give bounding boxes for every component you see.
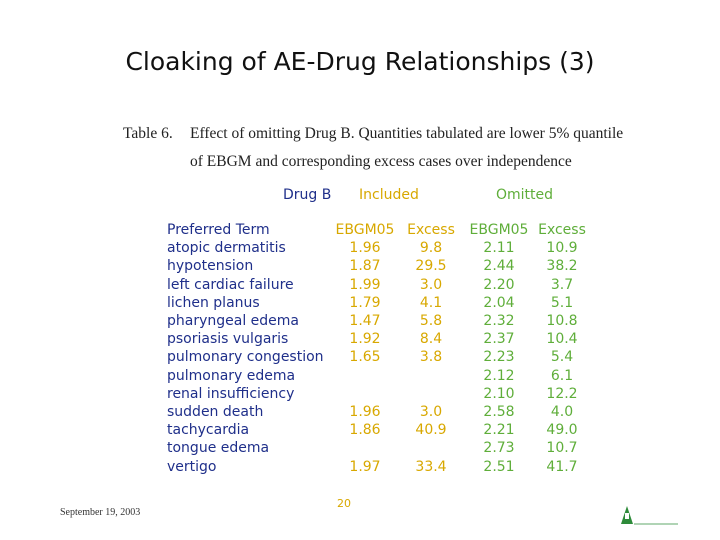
cell-term: tongue edema — [167, 440, 270, 457]
cell-term: vertigo — [167, 458, 217, 475]
cell-included-ebgm05: 1.99 — [349, 276, 381, 293]
cell-included-excess: 4.1 — [419, 294, 443, 311]
cell-omitted-excess: 12.2 — [546, 385, 578, 402]
slide-title: Cloaking of AE-Drug Relationships (3) — [125, 47, 595, 76]
cell-included-ebgm05 — [332, 385, 398, 403]
table-row: pulmonary edema 2.12 6.1 — [167, 367, 590, 385]
cell-omitted-ebgm05: 2.11 — [483, 240, 515, 257]
caption-line-2: of EBGM and corresponding excess cases o… — [190, 153, 572, 170]
cell-term: hypotension — [167, 258, 254, 275]
cell-included-excess: 3.0 — [419, 276, 443, 293]
cell-included-excess — [398, 367, 464, 385]
cell-omitted-ebgm05: 2.44 — [483, 258, 515, 275]
table-row: vertigo 1.97 33.4 2.51 41.7 — [167, 458, 590, 476]
cell-included-ebgm05: 1.87 — [349, 258, 381, 275]
cell-omitted-excess: 10.7 — [546, 440, 578, 457]
table-row: atopic dermatitis 1.96 9.8 2.11 10.9 — [167, 239, 590, 257]
cell-omitted-ebgm05: 2.23 — [483, 349, 515, 366]
cell-omitted-ebgm05: 2.21 — [483, 422, 515, 439]
table-header-row: Preferred Term EBGM05 Excess EBGM05 Exce… — [167, 221, 590, 239]
results-table: Preferred Term EBGM05 Excess EBGM05 Exce… — [167, 221, 590, 476]
company-logo — [620, 500, 680, 526]
cell-term: left cardiac failure — [167, 276, 294, 293]
cell-omitted-ebgm05: 2.58 — [483, 404, 515, 421]
cell-omitted-ebgm05: 2.20 — [483, 276, 515, 293]
cell-omitted-excess: 49.0 — [546, 422, 578, 439]
cell-term: lichen planus — [167, 294, 260, 311]
cell-omitted-excess: 10.4 — [546, 331, 578, 348]
cell-included-ebgm05: 1.96 — [349, 404, 381, 421]
header-included-ebgm05: EBGM05 — [335, 222, 395, 238]
cell-term: pulmonary congestion — [167, 349, 324, 366]
cell-included-ebgm05: 1.92 — [349, 331, 381, 348]
cell-omitted-ebgm05: 2.32 — [483, 313, 515, 330]
cell-omitted-ebgm05: 2.10 — [483, 385, 515, 402]
logo-icon — [621, 506, 678, 525]
cell-included-excess: 3.0 — [419, 404, 443, 421]
cell-included-excess — [398, 439, 464, 457]
cell-omitted-excess: 4.0 — [550, 404, 574, 421]
cell-included-ebgm05: 1.79 — [349, 294, 381, 311]
cell-included-excess: 9.8 — [419, 240, 443, 257]
footer-date: September 19, 2003 — [60, 507, 141, 518]
cell-omitted-ebgm05: 2.12 — [483, 367, 515, 384]
table-row: lichen planus 1.79 4.1 2.04 5.1 — [167, 294, 590, 312]
cell-term: pulmonary edema — [167, 367, 296, 384]
table-row: psoriasis vulgaris 1.92 8.4 2.37 10.4 — [167, 330, 590, 348]
cell-term: pharyngeal edema — [167, 313, 300, 330]
cell-omitted-excess: 38.2 — [546, 258, 578, 275]
table-row: sudden death 1.96 3.0 2.58 4.0 — [167, 403, 590, 421]
table-row: left cardiac failure 1.99 3.0 2.20 3.7 — [167, 276, 590, 294]
cell-included-excess: 33.4 — [415, 458, 447, 475]
page-number: 20 — [337, 497, 351, 510]
cell-term: renal insufficiency — [167, 385, 295, 402]
table-row: tongue edema 2.73 10.7 — [167, 439, 590, 457]
cell-omitted-excess: 6.1 — [550, 367, 574, 384]
group-label-omitted: Omitted — [496, 187, 554, 203]
cell-included-excess: 8.4 — [419, 331, 443, 348]
cell-omitted-ebgm05: 2.51 — [483, 458, 515, 475]
cell-term: psoriasis vulgaris — [167, 331, 289, 348]
group-label-drug: Drug B — [283, 187, 332, 203]
header-preferred-term: Preferred Term — [167, 222, 270, 238]
cell-term: tachycardia — [167, 422, 250, 439]
cell-omitted-excess: 10.9 — [546, 240, 578, 257]
caption-line-1: Effect of omitting Drug B. Quantities ta… — [190, 125, 624, 142]
table-row: hypotension 1.87 29.5 2.44 38.2 — [167, 257, 590, 275]
cell-included-excess: 29.5 — [415, 258, 447, 275]
cell-included-excess — [398, 385, 464, 403]
cell-included-ebgm05 — [332, 439, 398, 457]
cell-omitted-excess: 3.7 — [550, 276, 574, 293]
cell-term: atopic dermatitis — [167, 240, 286, 257]
cell-included-ebgm05: 1.65 — [349, 349, 381, 366]
table-caption: Table 6. Effect of omitting Drug B. Quan… — [123, 124, 683, 180]
cell-omitted-excess: 10.8 — [546, 313, 578, 330]
cell-omitted-ebgm05: 2.04 — [483, 294, 515, 311]
table-row: pulmonary congestion 1.65 3.8 2.23 5.4 — [167, 348, 590, 366]
cell-included-excess: 40.9 — [415, 422, 447, 439]
header-omitted-ebgm05: EBGM05 — [469, 222, 529, 238]
header-included-excess: Excess — [407, 222, 455, 238]
caption-label: Table 6. — [123, 125, 173, 142]
cell-included-excess: 3.8 — [419, 349, 443, 366]
cell-omitted-ebgm05: 2.37 — [483, 331, 515, 348]
cell-included-ebgm05: 1.47 — [349, 313, 381, 330]
cell-included-ebgm05: 1.96 — [349, 240, 381, 257]
cell-included-excess: 5.8 — [419, 313, 443, 330]
cell-omitted-excess: 41.7 — [546, 458, 578, 475]
cell-omitted-ebgm05: 2.73 — [483, 440, 515, 457]
cell-included-ebgm05 — [332, 367, 398, 385]
cell-omitted-excess: 5.1 — [550, 294, 574, 311]
cell-included-ebgm05: 1.86 — [349, 422, 381, 439]
table-row: renal insufficiency 2.10 12.2 — [167, 385, 590, 403]
cell-included-ebgm05: 1.97 — [349, 458, 381, 475]
group-label-included: Included — [359, 187, 419, 203]
cell-term: sudden death — [167, 404, 264, 421]
table-row: tachycardia 1.86 40.9 2.21 49.0 — [167, 421, 590, 439]
table-row: pharyngeal edema 1.47 5.8 2.32 10.8 — [167, 312, 590, 330]
header-omitted-excess: Excess — [538, 222, 586, 238]
cell-omitted-excess: 5.4 — [550, 349, 574, 366]
